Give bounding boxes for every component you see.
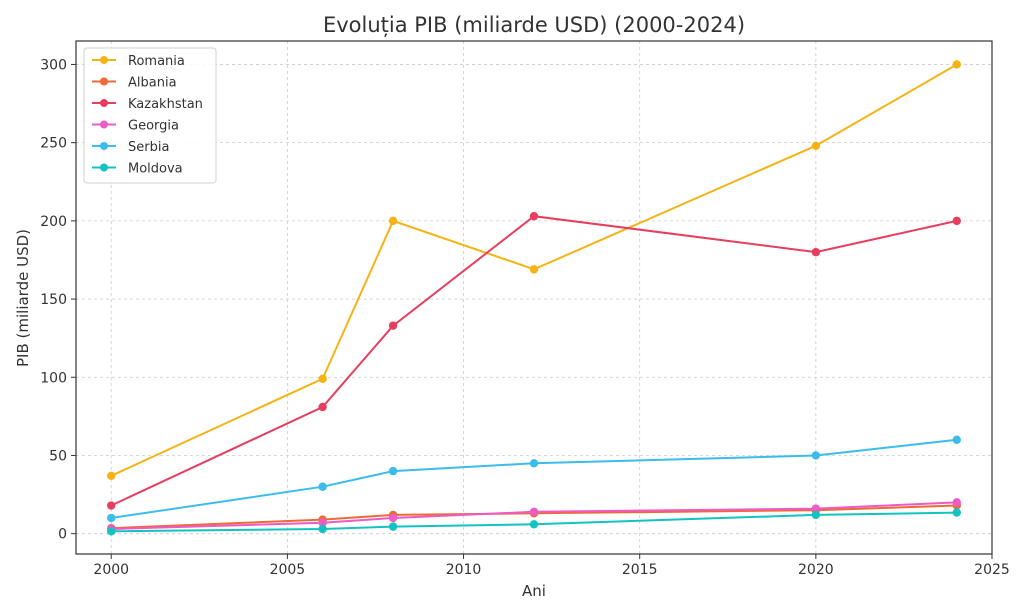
- data-point-kazakhstan: [529, 211, 539, 221]
- y-tick-label: 100: [40, 370, 67, 386]
- series-line-georgia: [111, 501, 957, 530]
- data-point-romania: [952, 60, 961, 69]
- data-point-kazakhstan: [107, 501, 116, 510]
- series: [107, 60, 961, 536]
- legend: Romania Albania Kazakhstan Georgia Serbia Mol…: [83, 47, 217, 184]
- data-point-serbia: [811, 451, 821, 460]
- data-point-serbia: [107, 513, 116, 523]
- legend-label-georgia: Georgia: [128, 119, 179, 134]
- data-point-kazakhstan: [388, 321, 398, 330]
- data-point-moldova: [318, 524, 327, 534]
- y-axis-label: PIB (miliarde USD): [14, 229, 32, 367]
- legend-label-serbia: Serbia: [128, 140, 169, 155]
- legend-marker-moldova: [100, 163, 108, 172]
- x-tick-label: 2000: [93, 562, 129, 578]
- data-point-kazakhstan: [811, 247, 821, 257]
- data-point-romania: [388, 216, 398, 226]
- data-point-romania: [107, 471, 116, 480]
- legend-label-albania: Albania: [128, 76, 177, 91]
- legend-label-kazakhstan: Kazakhstan: [128, 97, 203, 112]
- plot-frame: [75, 40, 993, 555]
- legend-label-moldova: Moldova: [128, 162, 183, 177]
- data-point-georgia: [529, 507, 539, 516]
- y-tick-label: 250: [40, 136, 67, 152]
- grid: [76, 41, 993, 554]
- data-point-romania: [811, 141, 821, 150]
- x-tick-label: 2015: [622, 562, 658, 578]
- data-point-kazakhstan: [318, 402, 327, 412]
- data-point-serbia: [952, 435, 961, 445]
- legend-marker-romania: [100, 56, 108, 64]
- data-point-romania: [318, 374, 327, 384]
- data-point-georgia: [811, 504, 821, 513]
- data-point-kazakhstan: [952, 216, 961, 226]
- legend-box: [83, 47, 217, 184]
- data-point-moldova: [952, 508, 961, 517]
- y-tick-label: 200: [40, 214, 67, 230]
- data-point-georgia: [388, 513, 398, 523]
- data-point-moldova: [107, 527, 116, 536]
- series-line-kazakhstan: [110, 215, 958, 507]
- x-tick-label: 2010: [446, 562, 482, 578]
- data-point-moldova: [529, 520, 539, 529]
- x-tick-label: 2025: [974, 562, 1010, 578]
- x-tick-label: 2020: [798, 562, 834, 578]
- x-tick-label: 2005: [270, 562, 306, 578]
- data-point-georgia: [318, 518, 327, 527]
- y-tick-label: 50: [49, 448, 67, 464]
- data-point-serbia: [318, 482, 327, 491]
- axes: 2000 2005 2010 2015 2020 2025 0 50 100 150 200 250 3…: [40, 40, 1010, 578]
- series-line-moldova: [111, 511, 957, 533]
- legend-label-romania: Romania: [128, 54, 185, 69]
- data-point-serbia: [388, 466, 398, 476]
- series-line-serbia: [111, 438, 957, 519]
- y-tick-label: 300: [40, 57, 67, 73]
- y-tick-label: 0: [58, 527, 67, 543]
- legend-marker-georgia: [100, 120, 108, 129]
- data-point-moldova: [811, 510, 821, 520]
- data-point-serbia: [529, 459, 539, 468]
- data-point-georgia: [952, 498, 961, 507]
- chart-title: Evoluția PIB (miliarde USD) (2000-2024): [323, 13, 745, 37]
- data-point-romania: [529, 265, 539, 274]
- data-point-moldova: [388, 522, 398, 531]
- y-tick-label: 150: [40, 292, 67, 308]
- legend-marker-serbia: [100, 142, 108, 150]
- legend-marker-albania: [100, 77, 108, 86]
- series-line-romania: [110, 63, 958, 477]
- legend-marker-kazakhstan: [100, 99, 108, 107]
- x-axis-label: Ani: [522, 582, 546, 600]
